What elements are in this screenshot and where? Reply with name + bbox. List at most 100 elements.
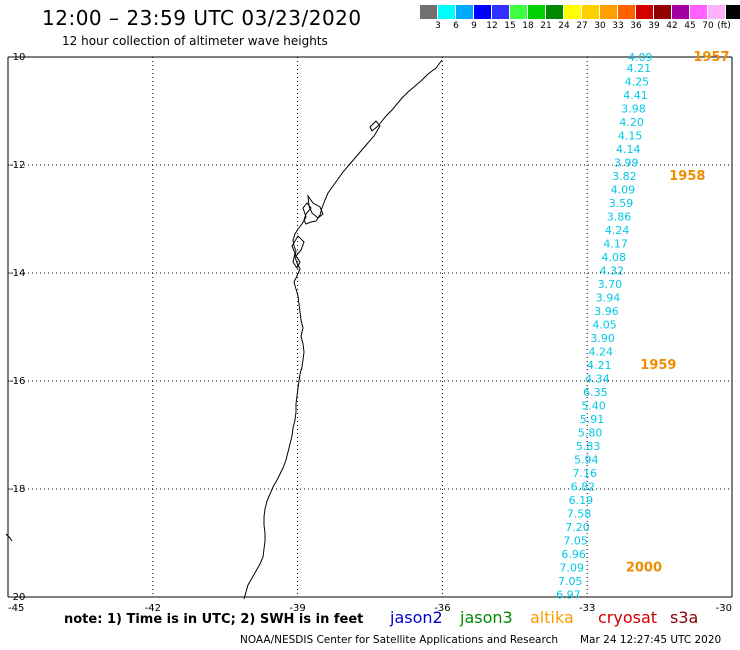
color-swatch: [726, 5, 740, 19]
wave-height-value: 3.90: [590, 332, 615, 345]
wave-height-track: 4.094.214.254.413.984.204.154.143.993.82…: [556, 51, 652, 601]
longitude-tick-label: -36: [434, 603, 450, 614]
wave-height-value: 3.70: [598, 278, 623, 291]
wave-height-value: 4.24: [605, 224, 630, 237]
wave-height-value: 4.08: [601, 251, 626, 264]
color-swatch: [672, 5, 689, 19]
color-scale-labels: 3 6 9 12 15 18 21 24 27 30 33 36 39 42 45 70 (ft): [420, 21, 740, 35]
color-scale-bar: [420, 5, 740, 19]
color-scale-label: 36: [630, 21, 642, 31]
longitude-tick-label: -39: [289, 603, 305, 614]
coastline: [243, 59, 443, 600]
wave-height-value: 4.25: [625, 75, 650, 88]
color-scale-label: 15: [504, 21, 516, 31]
latitude-tick-label: -12: [9, 160, 25, 171]
color-swatch: [708, 5, 725, 19]
color-scale-label: 12: [486, 21, 498, 31]
latitude-tick-label: -14: [9, 268, 25, 279]
color-scale-label: 33: [612, 21, 624, 31]
color-swatch: [546, 5, 563, 19]
wave-height-value: 7.16: [573, 467, 598, 480]
wave-height-value: 5.83: [576, 440, 601, 453]
map-subtitle: 12 hour collection of altimeter wave hei…: [62, 34, 328, 48]
color-swatch: [510, 5, 527, 19]
color-scale-label: 27: [576, 21, 588, 31]
color-scale-label: 42: [666, 21, 678, 31]
wave-height-value: 6.82: [571, 480, 596, 493]
color-swatch: [636, 5, 653, 19]
color-swatch: [600, 5, 617, 19]
wave-height-value: 6.35: [583, 386, 608, 399]
longitude-tick-label: -30: [716, 603, 732, 614]
color-scale-unit: (ft): [717, 21, 731, 31]
wave-height-value: 3.94: [596, 291, 621, 304]
wave-height-value: 7.05: [563, 534, 588, 547]
wave-height-value: 7.09: [560, 561, 585, 574]
wave-height-value: 3.86: [607, 210, 632, 223]
wave-height-value: 4.17: [603, 237, 628, 250]
color-swatch: [438, 5, 455, 19]
wave-height-value: 3.96: [594, 305, 619, 318]
wave-height-value: 4.41: [623, 89, 648, 102]
wave-height-value: 4.21: [587, 359, 612, 372]
color-scale-label: 70: [702, 21, 714, 31]
color-swatch: [528, 5, 545, 19]
color-swatch: [474, 5, 491, 19]
pass-time-label: 1957: [693, 50, 729, 65]
color-scale-label: 45: [684, 21, 696, 31]
color-swatch: [582, 5, 599, 19]
time-labels: 1957 1958 1959 2000: [626, 50, 730, 575]
wave-height-value: 4.09: [611, 183, 636, 196]
color-scale-label: 6: [453, 21, 459, 31]
longitude-tick-label: -33: [579, 603, 595, 614]
color-scale-label: 21: [540, 21, 552, 31]
wave-height-value: 3.82: [612, 170, 637, 183]
axis-tick-labels: -45 -42 -39 -36 -33 -30 -10 -12 -14 -16 -18 -20: [8, 52, 732, 614]
wave-height-value: 6.19: [569, 494, 594, 507]
wave-height-value: 7.58: [567, 507, 592, 520]
island-left-edge: [5, 533, 13, 542]
color-scale-label: 24: [558, 21, 570, 31]
legend-jason2: jason2: [390, 608, 443, 627]
latitude-tick-label: -10: [9, 52, 25, 63]
wave-height-value: 4.34: [585, 372, 610, 385]
color-swatch: [564, 5, 581, 19]
color-scale-label: 18: [522, 21, 534, 31]
wave-height-value: 3.59: [609, 197, 634, 210]
wave-height-value: 7.05: [558, 575, 583, 588]
wave-height-value: 5.40: [581, 399, 606, 412]
footer-note: note: 1) Time is in UTC; 2) SWH is in fe…: [64, 612, 364, 627]
color-scale-label: 3: [435, 21, 441, 31]
wave-height-value: 6.96: [561, 548, 586, 561]
wave-height-value: 6.97: [556, 588, 581, 601]
color-scale-label: 30: [594, 21, 606, 31]
color-swatch: [456, 5, 473, 19]
pass-time-label: 1958: [669, 169, 705, 184]
color-swatch: [654, 5, 671, 19]
legend-cryosat: cryosat: [598, 608, 658, 627]
wave-height-value: 4.21: [627, 62, 652, 75]
wave-height-value: 4.05: [592, 318, 617, 331]
pass-time-label: 1959: [640, 358, 676, 373]
legend-jason3: jason3: [460, 608, 513, 627]
wave-height-value: 5.91: [580, 413, 605, 426]
coastline-inlet: [307, 194, 324, 219]
wave-height-value: 7.20: [565, 521, 590, 534]
legend-altika: altika: [530, 608, 574, 627]
pass-time-label: 2000: [626, 560, 662, 575]
wave-height-value: 4.15: [618, 129, 643, 142]
legend-s3a: s3a: [670, 608, 699, 627]
wave-height-value: 3.98: [621, 102, 646, 115]
longitude-tick-label: -45: [8, 603, 24, 614]
wave-height-value: 5.80: [578, 426, 603, 439]
color-swatch: [690, 5, 707, 19]
generation-timestamp: Mar 24 12:27:45 UTC 2020: [580, 634, 722, 646]
map-title: 12:00 – 23:59 UTC 03/23/2020: [42, 6, 362, 30]
color-scale-label: 9: [471, 21, 477, 31]
color-swatch: [618, 5, 635, 19]
longitude-tick-label: -42: [145, 603, 161, 614]
map-grid: [7, 56, 733, 598]
wave-height-value: 5.94: [574, 453, 599, 466]
color-swatch: [492, 5, 509, 19]
